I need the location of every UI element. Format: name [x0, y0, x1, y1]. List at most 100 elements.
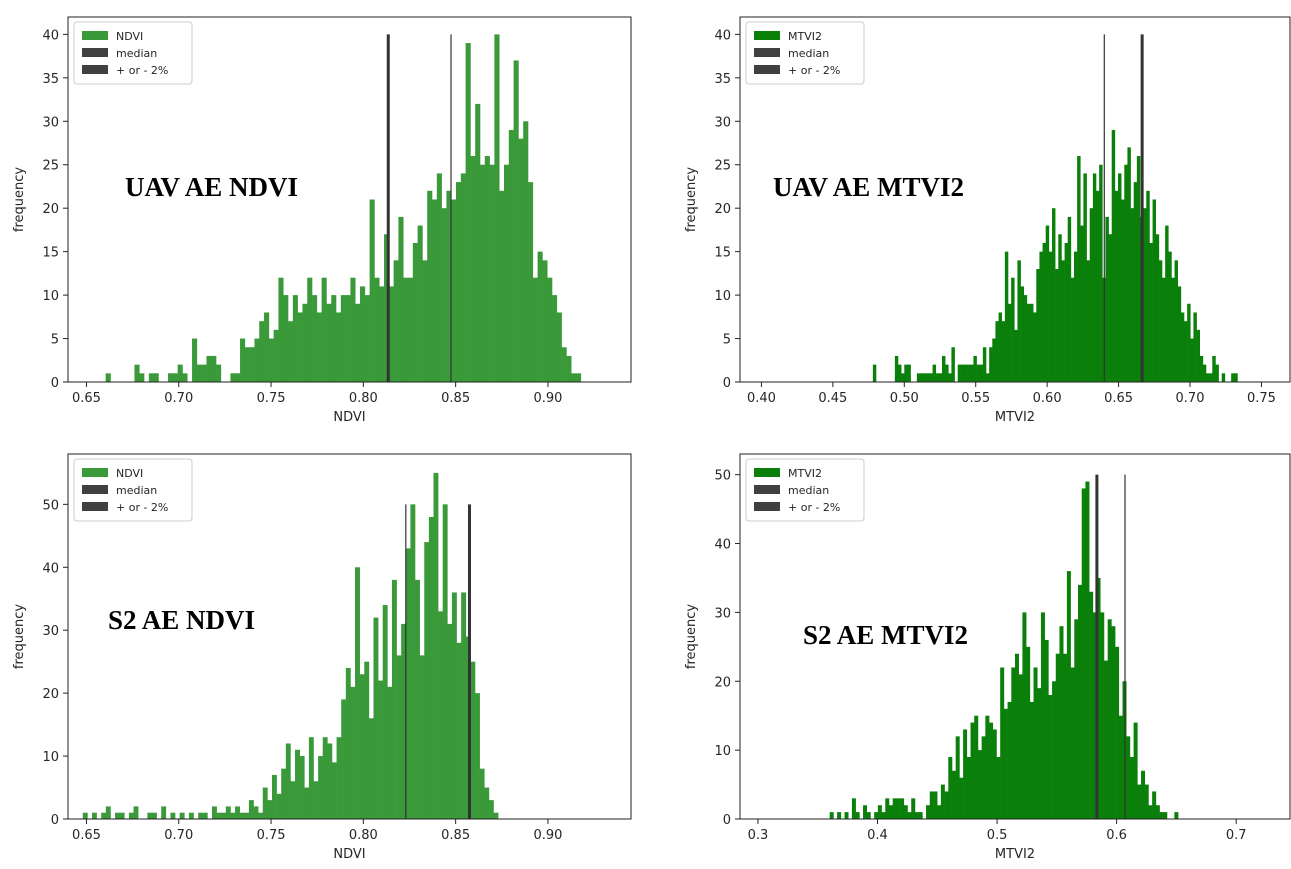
histogram-bar — [986, 373, 990, 382]
histogram-bar — [1196, 329, 1201, 382]
histogram-bar — [1111, 626, 1116, 819]
histogram-bar — [1052, 681, 1057, 819]
histogram-bar — [1001, 321, 1006, 382]
histogram-bar — [1144, 784, 1149, 819]
histogram-bar — [264, 312, 270, 382]
y-axis-label: frequency — [684, 604, 699, 670]
chart-svg: 0.40 0.45 0.50 0.55 0.60 0.65 0.70 0.75 0 5 10 15 20… — [684, 16, 1291, 425]
histogram-bar — [1115, 646, 1120, 819]
histogram-bar — [1081, 488, 1086, 819]
histogram-bar — [513, 60, 519, 382]
histogram-bar — [484, 787, 490, 819]
histogram-bar — [508, 129, 514, 382]
histogram-bar — [364, 661, 370, 819]
histogram-bar — [1202, 364, 1207, 382]
histogram-bar — [172, 373, 178, 382]
histogram-bar — [1121, 199, 1125, 382]
histogram-bar — [1177, 286, 1182, 382]
histogram-bar — [1080, 225, 1084, 382]
histogram-bar — [1168, 251, 1172, 382]
histogram-bar — [359, 674, 365, 819]
histogram-bar — [981, 736, 986, 819]
x-tick-label: 0.75 — [257, 828, 286, 843]
histogram-bar — [259, 321, 265, 382]
histogram-bar — [105, 806, 111, 819]
x-axis-label: MTVI2 — [995, 410, 1035, 425]
histogram-bar — [944, 791, 949, 819]
histogram-bar — [855, 812, 860, 819]
histogram-bar — [248, 800, 254, 819]
histogram-bar — [829, 812, 834, 819]
histogram-bar — [948, 757, 953, 819]
overlay-label: S2 AE NDVI — [108, 605, 255, 635]
histogram-bar — [364, 295, 370, 382]
histogram-bar — [240, 338, 246, 382]
histogram-bar — [1008, 303, 1012, 382]
histogram-bar — [427, 190, 433, 382]
histogram-bar — [230, 812, 236, 819]
y-tick-label: 50 — [714, 469, 731, 484]
histogram-bar — [985, 715, 990, 819]
histogram-bar — [837, 812, 842, 819]
histogram-bar — [249, 347, 255, 382]
histogram-bar — [1086, 260, 1091, 382]
histogram-bar — [268, 338, 274, 382]
y-tick-label: 0 — [51, 813, 59, 828]
histogram-bar — [1048, 251, 1053, 382]
y-tick-label: 40 — [714, 538, 731, 553]
histogram-bar — [1100, 612, 1105, 819]
histogram-bar — [940, 784, 945, 819]
histogram-bar — [1184, 321, 1188, 382]
histogram-bar — [1023, 295, 1028, 382]
histogram-bar — [1092, 612, 1097, 819]
legend-swatch — [754, 65, 780, 74]
histogram-bar — [903, 805, 908, 819]
histogram-bar — [147, 812, 153, 819]
overlay-label: UAV AE NDVI — [125, 172, 298, 202]
histogram-bar — [153, 373, 159, 382]
histogram-bar — [216, 812, 222, 819]
histogram-bar — [327, 743, 333, 819]
histogram-bar — [475, 693, 480, 819]
histogram-bar — [935, 373, 940, 382]
y-tick-label: 20 — [714, 202, 731, 217]
chart-svg: 0.3 0.4 0.5 0.6 0.7 0 10 20 30 40 50 MTVI2 frequency… — [684, 453, 1291, 862]
histogram-bar — [933, 791, 938, 819]
y-tick-label: 10 — [42, 750, 59, 765]
histogram-bar — [479, 768, 485, 819]
histogram-bars — [872, 129, 1238, 382]
overlay-label: S2 AE MTVI2 — [803, 620, 968, 650]
histogram-bar — [188, 812, 194, 819]
histogram-bar — [1067, 216, 1072, 382]
histogram-bar — [1212, 355, 1216, 382]
histogram-bar — [493, 812, 499, 819]
legend-entry-label: + or - 2% — [116, 64, 168, 77]
histogram-bar — [273, 329, 279, 382]
histogram-bar — [1199, 355, 1204, 382]
histogram-bar — [964, 364, 968, 382]
histogram-bar — [929, 791, 934, 819]
histogram-bar — [373, 617, 379, 819]
histogram-bar — [161, 806, 167, 819]
legend-swatch — [754, 502, 780, 511]
plot-frame — [739, 453, 1291, 820]
histogram-bar — [341, 699, 347, 819]
histogram-bar — [1133, 182, 1138, 382]
histogram-bar — [1129, 757, 1134, 819]
histogram-bar — [963, 729, 968, 819]
histogram-bars — [105, 34, 582, 383]
histogram-bar — [923, 373, 927, 382]
histogram-bar — [1126, 736, 1131, 819]
histogram-bar — [937, 805, 942, 819]
x-tick-label: 0.90 — [533, 391, 562, 406]
histogram-bar — [202, 812, 208, 819]
histogram-bar — [1055, 653, 1060, 819]
histogram-bar — [379, 286, 385, 382]
histogram-bar — [537, 251, 543, 382]
histogram-bar — [575, 373, 582, 382]
histogram-bar — [1155, 234, 1160, 382]
histogram-bar — [230, 373, 236, 382]
histogram-bar — [542, 260, 548, 382]
histogram-bar — [288, 321, 294, 382]
histogram-bar — [1070, 667, 1075, 819]
